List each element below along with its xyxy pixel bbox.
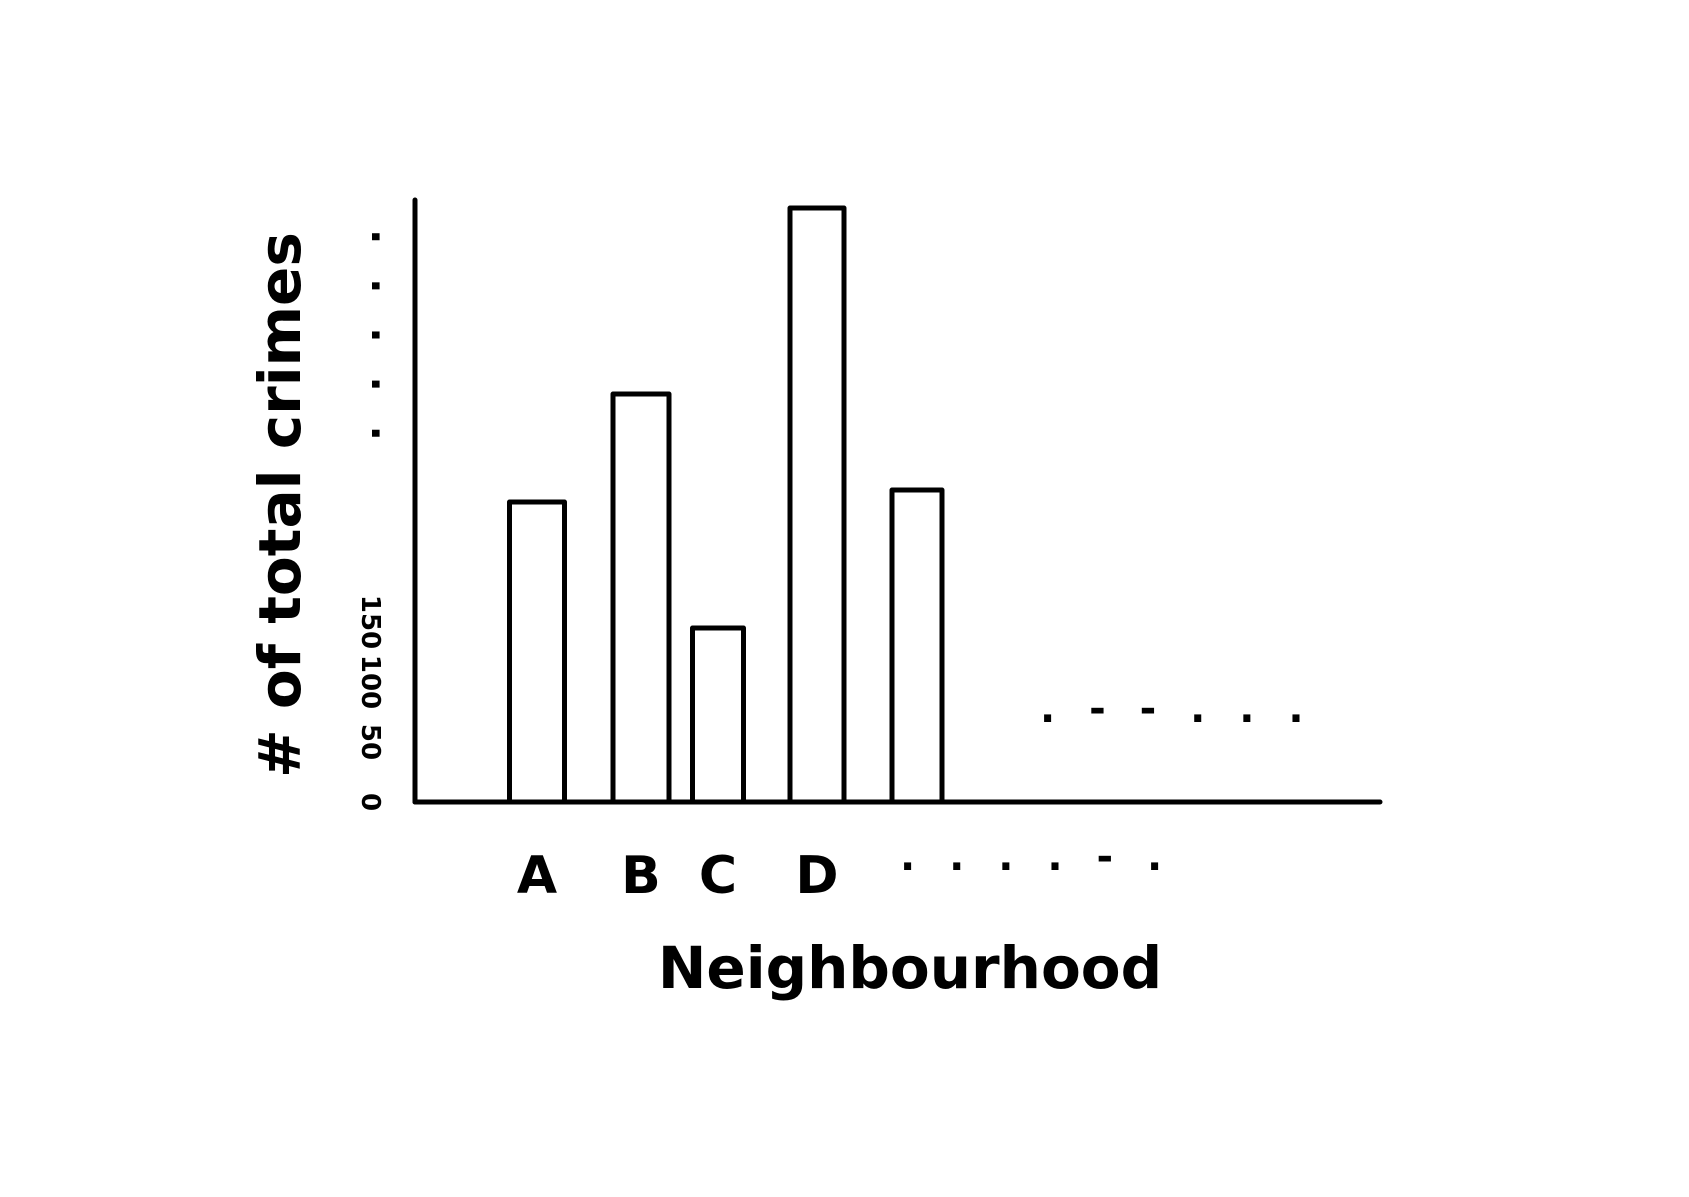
y-tick-label-50: 50 — [355, 724, 385, 760]
data-continuation-dots: . - - . . . — [1040, 686, 1314, 732]
y-axis-title: # of total crimes — [246, 232, 314, 778]
y-tick-label-150: 150 — [355, 595, 385, 649]
chart-bars — [507, 205, 945, 805]
x-axis-title: Neighbourhood — [658, 934, 1162, 1002]
bar-C — [690, 625, 746, 805]
bar-A — [507, 499, 567, 805]
y-tick-label-0: 0 — [355, 793, 385, 811]
bar-series-5 — [889, 487, 945, 805]
bar-D — [787, 205, 847, 805]
x-tick-label-C: C — [699, 846, 737, 906]
x-tick-label-B: B — [621, 846, 661, 906]
bar-B — [610, 391, 672, 805]
chart-labels: A B C D 0 50 100 150 — [355, 595, 839, 906]
x-tick-label-D: D — [795, 846, 838, 906]
y-tick-label-100: 100 — [355, 655, 385, 709]
x-tick-label-A: A — [517, 846, 557, 906]
y-axis-continuation-dots: . . . . . — [362, 229, 408, 451]
x-axis-continuation-dots: . . . . - . — [900, 834, 1172, 880]
